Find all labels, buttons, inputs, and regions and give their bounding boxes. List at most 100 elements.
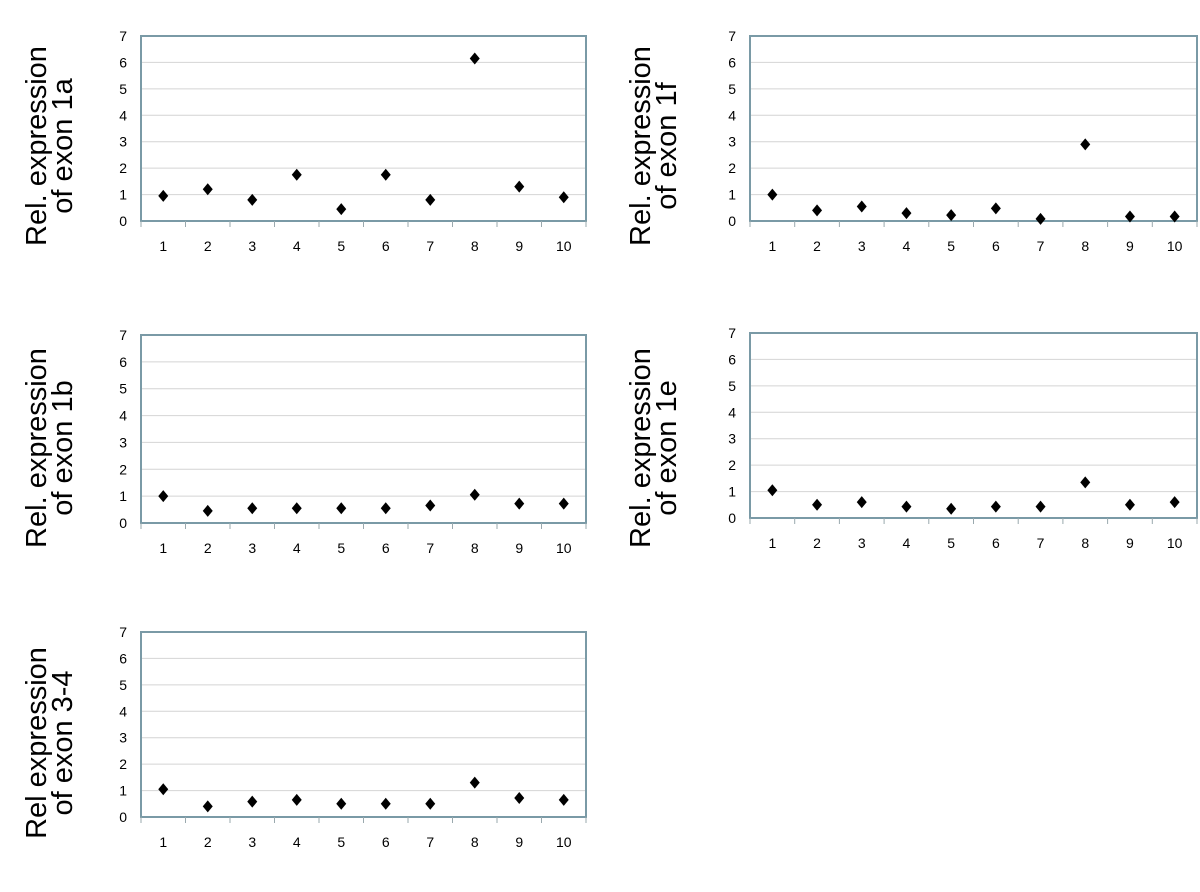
y-axis-title-line: of exon 1f [651, 81, 683, 209]
y-tick-label: 3 [728, 134, 736, 150]
x-tick-label: 4 [293, 540, 301, 556]
x-tick-label: 5 [947, 238, 955, 254]
data-point [1124, 498, 1135, 511]
x-tick-label: 2 [204, 834, 212, 850]
y-tick-label: 4 [119, 408, 127, 424]
y-axis-title: Rel expressionof exon 3-4 [21, 647, 79, 839]
y-axis-title-line: Rel expression [21, 647, 53, 839]
data-point [425, 499, 436, 512]
x-tick-label: 2 [204, 540, 212, 556]
data-point [425, 797, 436, 810]
y-tick-label: 1 [728, 484, 736, 500]
y-tick-label: 0 [119, 809, 127, 825]
y-tick-label: 0 [119, 213, 127, 229]
x-tick-label: 3 [248, 540, 256, 556]
plot-frame [140, 631, 587, 818]
x-tick-label: 1 [768, 238, 776, 254]
data-point [767, 484, 778, 497]
data-point [158, 189, 169, 202]
y-tick-label: 3 [119, 134, 127, 150]
data-point [380, 168, 391, 181]
x-tick-label: 6 [992, 238, 1000, 254]
x-tick-label: 7 [1037, 535, 1045, 551]
y-axis-title: Rel. expressionof exon 1e [625, 348, 683, 548]
y-tick-label: 7 [119, 28, 127, 44]
data-point [247, 502, 258, 515]
x-tick-label: 5 [947, 535, 955, 551]
y-tick-label: 7 [728, 28, 736, 44]
x-tick-label: 3 [248, 238, 256, 254]
data-point [990, 500, 1001, 513]
data-point [1124, 210, 1135, 223]
x-tick-label: 5 [337, 238, 345, 254]
x-tick-label: 3 [858, 238, 866, 254]
data-point [202, 800, 213, 813]
plot-frame [749, 35, 1198, 222]
data-point [247, 193, 258, 206]
data-point [1080, 476, 1091, 489]
x-tick-label: 8 [1081, 535, 1089, 551]
data-point [158, 783, 169, 796]
y-tick-label: 2 [119, 160, 127, 176]
x-tick-label: 6 [382, 540, 390, 556]
plot-frame [749, 332, 1198, 519]
y-axis-title-line: of exon 1b [47, 380, 79, 515]
y-tick-label: 5 [728, 378, 736, 394]
chart-3: 0 1 2 3 4 5 6 7 1 2 3 4 5 6 7 8 9 10 Rel. expressionof exo… [21, 327, 587, 556]
y-axis-title-line: Rel. expression [21, 348, 53, 548]
y-tick-label: 7 [728, 325, 736, 341]
data-point [247, 795, 258, 808]
x-tick-label: 4 [293, 238, 301, 254]
x-tick-label: 10 [556, 540, 572, 556]
y-tick-label: 1 [728, 187, 736, 203]
y-tick-label: 5 [119, 81, 127, 97]
y-tick-label: 5 [728, 81, 736, 97]
data-point [856, 200, 867, 213]
data-point [812, 498, 823, 511]
chart-4: 0 1 2 3 4 5 6 7 1 2 3 4 5 6 7 8 9 10 Rel. expressionof exo… [625, 325, 1198, 551]
x-tick-label: 1 [159, 540, 167, 556]
data-point [558, 793, 569, 806]
x-tick-label: 6 [382, 834, 390, 850]
x-tick-label: 2 [813, 238, 821, 254]
y-tick-label: 6 [728, 54, 736, 70]
y-tick-label: 0 [119, 515, 127, 531]
data-point [425, 193, 436, 206]
plot-frame [140, 334, 587, 524]
y-tick-label: 2 [119, 756, 127, 772]
x-tick-label: 4 [903, 535, 911, 551]
data-point [469, 52, 480, 65]
x-tick-label: 6 [382, 238, 390, 254]
y-tick-label: 0 [728, 510, 736, 526]
data-point [856, 496, 867, 509]
data-point [1035, 500, 1046, 513]
y-tick-label: 2 [119, 461, 127, 477]
y-axis-title: Rel. expressionof exon 1f [625, 46, 683, 246]
y-tick-label: 1 [119, 783, 127, 799]
data-point [469, 488, 480, 501]
x-tick-label: 7 [426, 540, 434, 556]
y-tick-label: 4 [728, 404, 736, 420]
y-tick-label: 5 [119, 677, 127, 693]
data-point [380, 502, 391, 515]
data-point [469, 776, 480, 789]
y-tick-label: 3 [119, 730, 127, 746]
data-point [336, 797, 347, 810]
chart-5: 0 1 2 3 4 5 6 7 1 2 3 4 5 6 7 8 9 10 Rel expressionof exon… [21, 624, 587, 850]
y-tick-label: 6 [119, 650, 127, 666]
x-tick-label: 9 [1126, 535, 1134, 551]
x-tick-label: 7 [426, 238, 434, 254]
y-tick-label: 5 [119, 381, 127, 397]
data-point [901, 207, 912, 220]
data-point [202, 504, 213, 517]
y-axis-title: Rel. expressionof exon 1b [21, 348, 79, 548]
x-tick-label: 8 [471, 834, 479, 850]
x-tick-label: 10 [556, 238, 572, 254]
data-point [514, 497, 525, 510]
y-tick-label: 2 [728, 457, 736, 473]
data-point [558, 497, 569, 510]
data-point [901, 500, 912, 513]
data-point [558, 191, 569, 204]
y-tick-label: 4 [119, 107, 127, 123]
